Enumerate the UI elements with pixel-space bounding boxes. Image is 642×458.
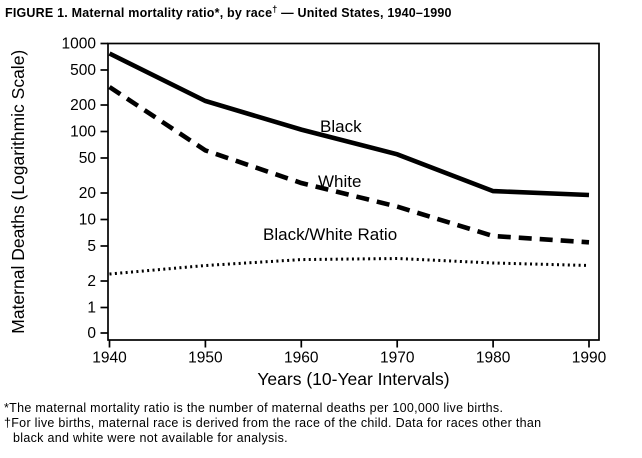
series-line-dotted: [109, 256, 590, 276]
y-tick-label: 100: [70, 124, 96, 141]
x-axis-title: Years (10-Year Intervals): [257, 369, 449, 389]
figure-title-text-2: , by race: [219, 6, 273, 20]
plot-frame: [107, 42, 600, 341]
y-tick-label: 0: [87, 325, 96, 342]
series-label: White: [318, 172, 361, 191]
figure-title: FIGURE 1. Maternal mortality ratio*, by …: [5, 3, 452, 20]
y-tick-label: 1: [87, 300, 96, 317]
y-tick-label: 200: [70, 97, 96, 114]
figure-title-text-3: — United States, 1940–1990: [277, 6, 452, 20]
x-tick-label: 1950: [188, 350, 223, 367]
series-line-dashed: [108, 85, 590, 245]
y-tick-label: 2: [87, 273, 96, 290]
series-label: Black/White Ratio: [263, 225, 397, 244]
footnotes: *The maternal mortality ratio is the num…: [4, 401, 541, 446]
footnote-asterisk: *The maternal mortality ratio is the num…: [4, 401, 504, 415]
y-tick-label: 5: [87, 238, 96, 255]
footnote-dagger: †For live births, maternal race is deriv…: [4, 416, 542, 430]
y-tick-label: 20: [79, 185, 97, 202]
y-tick-label: 1000: [62, 36, 97, 53]
figure-title-asterisk: *: [214, 6, 220, 20]
y-axis-title: Maternal Deaths (Logarithmic Scale): [8, 50, 28, 334]
x-tick-label: 1990: [572, 350, 607, 367]
series-line-solid: [108, 51, 590, 198]
x-tick-label: 1970: [380, 350, 415, 367]
y-tick-label: 500: [70, 62, 96, 79]
y-tick-label: 50: [79, 150, 97, 167]
series-label: Black: [320, 117, 362, 136]
x-tick-label: 1980: [476, 350, 511, 367]
x-tick-label: 1940: [92, 350, 127, 367]
figure-title-text: FIGURE 1. Maternal mortality ratio: [5, 6, 215, 20]
footnote-dagger-continued: black and white were not available for a…: [13, 431, 288, 445]
figure-title-dagger: †: [272, 3, 278, 14]
y-tick-label: 10: [79, 212, 97, 229]
x-tick-label: 1960: [284, 350, 319, 367]
